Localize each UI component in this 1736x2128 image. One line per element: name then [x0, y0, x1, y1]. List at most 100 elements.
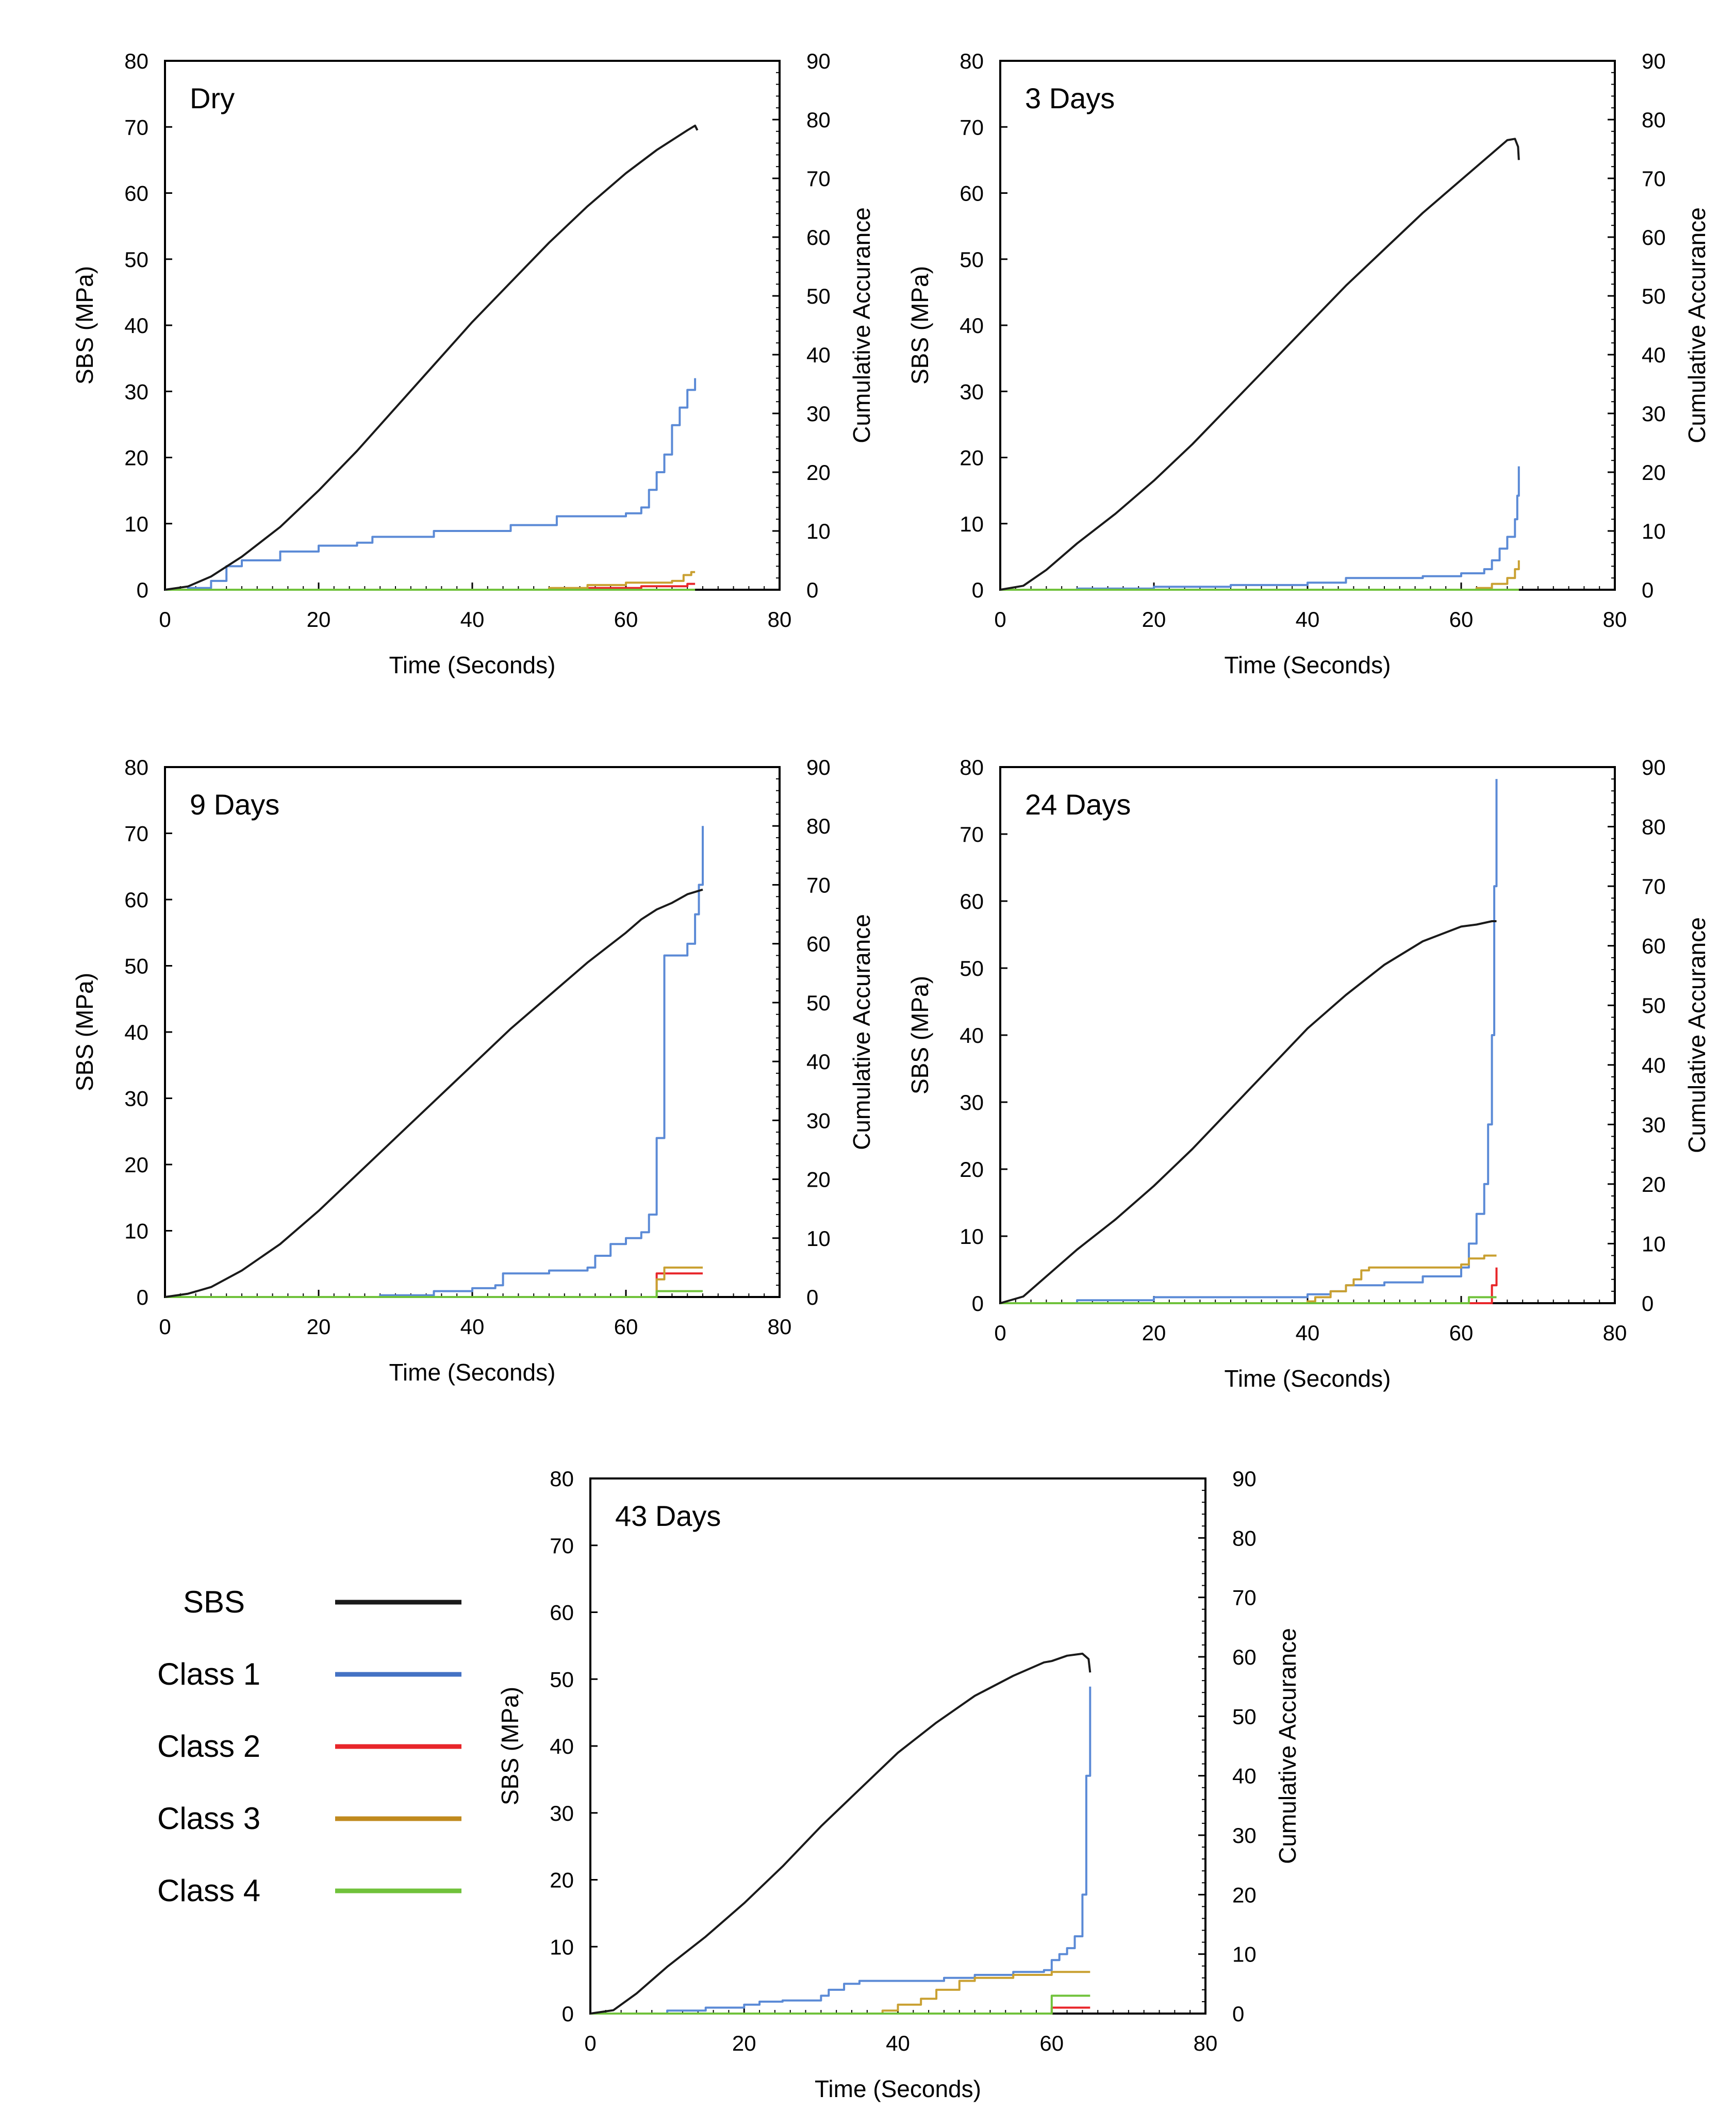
chart-panel-24-days: 0 20 40 60 80 0 10 20 30 40 50 60 70 80 0 10 20 30 40 50 60 7… [906, 755, 1710, 1392]
y2-tick-label: 10 [806, 1226, 831, 1251]
y2-tick-label: 70 [1232, 1586, 1256, 1610]
y2-tick-label: 90 [1642, 755, 1666, 779]
legend-label: Class 4 [157, 1873, 260, 1908]
legend-item-sbs: SBS [183, 1585, 461, 1619]
series-line-sbs [590, 1652, 1092, 2015]
chart-panel-3-days: 0 20 40 60 80 0 10 20 30 40 50 60 70 80 0 10 20 30 40 50 60 7… [906, 49, 1710, 678]
series-line-class-4 [590, 1994, 1090, 2015]
y-tick-label: 80 [124, 755, 148, 779]
series-line-class-4 [1000, 1296, 1497, 1304]
y-tick-label: 70 [960, 115, 984, 139]
x-tick-label: 60 [1039, 2031, 1064, 2055]
y-tick-label: 70 [124, 115, 148, 139]
y2-tick-label: 40 [806, 343, 831, 367]
y2-axis-title: Cumulative Accurance [848, 914, 875, 1150]
y2-tick-label: 40 [1232, 1764, 1256, 1788]
x-tick-label: 0 [994, 607, 1006, 631]
y2-tick-label: 30 [1642, 402, 1666, 426]
y-tick-label: 30 [960, 379, 984, 404]
y-tick-label: 60 [124, 888, 148, 912]
y2-tick-label: 60 [1642, 934, 1666, 958]
legend-label: Class 2 [157, 1729, 260, 1764]
legend-item-class-2: Class 2 [157, 1729, 461, 1764]
y-tick-label: 80 [960, 755, 984, 779]
y2-tick-label: 70 [806, 873, 831, 897]
y-tick-label: 20 [960, 446, 984, 470]
x-tick-label: 0 [159, 607, 171, 631]
y-tick-label: 0 [562, 2002, 574, 2026]
chart-panel-dry: 0 20 40 60 80 0 10 20 30 40 50 60 70 80 0 10 20 30 40 50 60 7… [71, 49, 875, 678]
y2-tick-label: 30 [1232, 1823, 1256, 1848]
x-tick-label: 40 [1296, 607, 1320, 631]
y2-tick-label: 50 [1232, 1704, 1256, 1728]
x-tick-label: 80 [768, 607, 792, 631]
series-line-class-3 [1000, 1254, 1497, 1304]
y2-tick-label: 90 [1232, 1467, 1256, 1491]
y2-tick-label: 50 [1642, 993, 1666, 1018]
y-tick-label: 10 [550, 1935, 574, 1959]
y-tick-label: 40 [124, 313, 148, 338]
x-tick-label: 60 [614, 607, 638, 631]
legend-item-class-3: Class 3 [157, 1801, 461, 1836]
x-tick-label: 20 [307, 1315, 331, 1339]
y2-tick-label: 50 [806, 284, 831, 308]
y2-tick-label: 10 [806, 519, 831, 543]
legend-label: Class 1 [157, 1657, 260, 1691]
legend-item-class-4: Class 4 [157, 1873, 461, 1908]
x-axis-title: Time (Seconds) [815, 2075, 981, 2102]
y-tick-label: 70 [960, 822, 984, 846]
y-tick-label: 0 [972, 578, 984, 602]
y2-tick-label: 60 [806, 225, 831, 250]
x-tick-label: 0 [994, 1321, 1006, 1345]
y-axis-title: SBS (MPa) [906, 266, 933, 385]
y2-tick-label: 40 [1642, 1053, 1666, 1077]
y2-tick-label: 90 [806, 755, 831, 779]
y2-tick-label: 80 [806, 814, 831, 838]
plot-frame [589, 1477, 1206, 2015]
x-tick-label: 0 [584, 2031, 596, 2055]
y-tick-label: 30 [124, 1087, 148, 1111]
panel-title: 43 Days [615, 1500, 721, 1532]
x-tick-label: 40 [460, 607, 485, 631]
legend-item-class-1: Class 1 [157, 1657, 461, 1691]
panel-title: 9 Days [190, 788, 279, 821]
x-tick-label: 60 [1449, 1321, 1474, 1345]
legend-label: SBS [183, 1585, 245, 1619]
x-axis-title: Time (Seconds) [1225, 1365, 1391, 1392]
series-line-sbs [164, 888, 703, 1298]
series-line-sbs [164, 124, 699, 591]
plot-frame [999, 766, 1616, 1304]
y-tick-label: 50 [124, 954, 148, 978]
y-tick-label: 30 [960, 1090, 984, 1115]
y-tick-label: 50 [960, 956, 984, 980]
x-tick-label: 80 [1603, 1321, 1627, 1345]
y-tick-label: 20 [124, 1153, 148, 1177]
y2-axis-title: Cumulative Accurance [1683, 207, 1710, 443]
panel-title: 24 Days [1025, 788, 1131, 821]
y2-tick-label: 20 [1232, 1883, 1256, 1907]
y-tick-label: 10 [124, 512, 148, 536]
y2-tick-label: 50 [806, 991, 831, 1015]
y-tick-label: 80 [124, 49, 148, 73]
series-line-class-1 [590, 1686, 1092, 2015]
y2-axis-title: Cumulative Accurance [1683, 917, 1710, 1153]
y2-tick-label: 0 [806, 1285, 818, 1309]
x-tick-label: 0 [159, 1315, 171, 1339]
y-axis-title: SBS (MPa) [497, 1687, 523, 1805]
x-tick-label: 40 [1296, 1321, 1320, 1345]
y-tick-label: 10 [124, 1219, 148, 1243]
legend: SBS Class 1 Class 2 Class 3 Class 4 [157, 1585, 461, 1908]
series-line-class-1 [1000, 779, 1498, 1304]
y-tick-label: 50 [124, 247, 148, 272]
x-tick-label: 40 [460, 1315, 485, 1339]
y-tick-label: 0 [972, 1291, 984, 1316]
series-line-class-3 [165, 571, 696, 591]
x-tick-label: 20 [1142, 607, 1166, 631]
y-tick-label: 10 [960, 1224, 984, 1249]
series-line-sbs [1000, 920, 1497, 1304]
x-axis-title: Time (Seconds) [389, 652, 556, 678]
y-tick-label: 70 [124, 822, 148, 846]
y2-tick-label: 80 [1642, 815, 1666, 839]
x-tick-label: 20 [1142, 1321, 1166, 1345]
